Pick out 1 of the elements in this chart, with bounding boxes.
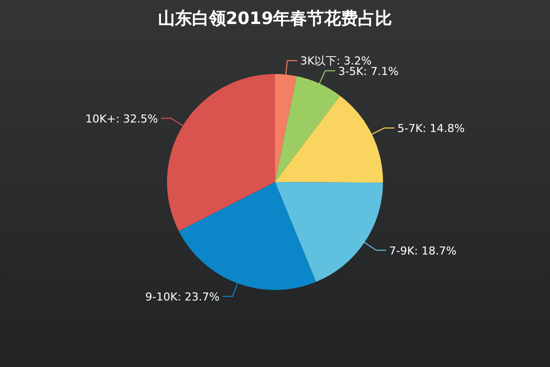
title: 山东白领2019年春节花费占比 <box>158 9 392 29</box>
